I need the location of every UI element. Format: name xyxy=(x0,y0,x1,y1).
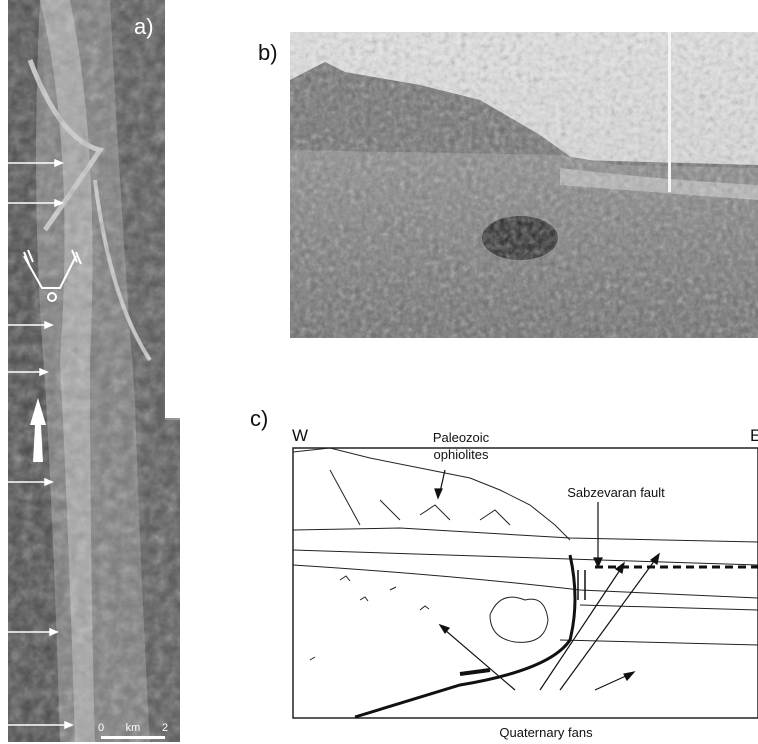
direction-label: W xyxy=(292,426,308,445)
scale-start: 0 xyxy=(98,722,104,734)
annotation: Quaternary fans xyxy=(499,725,593,740)
direction-label: E xyxy=(750,426,758,445)
annotation: ophiolites xyxy=(434,447,489,462)
figure: a) 0 km 2 b) c) W E Paleozoic ophiolites… xyxy=(0,0,758,744)
field-photo xyxy=(290,32,758,338)
annotation: Sabzevaran fault xyxy=(567,485,665,500)
scale-unit: km xyxy=(126,722,141,734)
geological-sketch: Paleozoic ophiolites Sabzevaran fault Qu… xyxy=(293,430,758,740)
annotation: Paleozoic xyxy=(433,430,490,445)
scale-end: 2 xyxy=(162,722,168,734)
panel-label: c) xyxy=(250,406,268,431)
panel-label: a) xyxy=(134,14,154,39)
panel-label: b) xyxy=(258,40,278,65)
